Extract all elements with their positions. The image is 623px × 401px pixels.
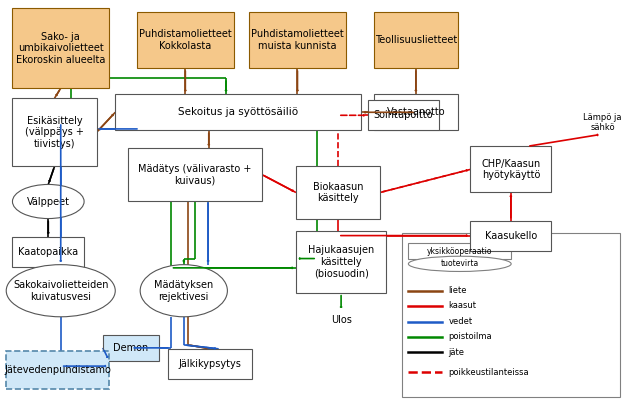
Text: Soihtupoltto: Soihtupoltto (374, 110, 433, 120)
Text: CHP/Kaasun
hyötykäyttö: CHP/Kaasun hyötykäyttö (481, 159, 541, 180)
Text: Ulos: Ulos (331, 315, 351, 325)
FancyBboxPatch shape (12, 98, 97, 166)
Text: Sekoitus ja syöttösäiliö: Sekoitus ja syöttösäiliö (178, 107, 298, 117)
Text: Lämpö ja
sähkö: Lämpö ja sähkö (583, 113, 622, 132)
Text: Biokaasun
käsittely: Biokaasun käsittely (313, 182, 363, 203)
FancyBboxPatch shape (296, 231, 386, 293)
FancyBboxPatch shape (137, 12, 234, 68)
Text: vedet: vedet (449, 317, 473, 326)
FancyBboxPatch shape (103, 335, 159, 361)
FancyBboxPatch shape (408, 243, 511, 259)
FancyBboxPatch shape (128, 148, 262, 200)
FancyBboxPatch shape (12, 8, 109, 88)
FancyBboxPatch shape (296, 166, 380, 219)
FancyBboxPatch shape (6, 351, 109, 389)
Text: jäte: jäte (449, 348, 465, 356)
FancyBboxPatch shape (470, 146, 551, 192)
FancyBboxPatch shape (402, 233, 620, 397)
Text: poikkeustilanteissa: poikkeustilanteissa (449, 368, 529, 377)
Text: Sakokaivolietteiden
kuivatusvesi: Sakokaivolietteiden kuivatusvesi (13, 280, 108, 302)
Text: Mädätys (välivarasto +
kuivaus): Mädätys (välivarasto + kuivaus) (138, 164, 251, 185)
FancyBboxPatch shape (249, 12, 346, 68)
Text: Kaatopaikka: Kaatopaikka (18, 247, 78, 257)
FancyBboxPatch shape (368, 100, 439, 130)
Text: Hajukaasujen
käsittely
(biosuodin): Hajukaasujen käsittely (biosuodin) (308, 245, 374, 278)
Text: Demon: Demon (113, 343, 148, 353)
Ellipse shape (6, 265, 115, 317)
Text: kaasut: kaasut (449, 302, 477, 310)
FancyBboxPatch shape (115, 94, 361, 130)
Text: Puhdistamolietteet
muista kunnista: Puhdistamolietteet muista kunnista (251, 29, 344, 51)
FancyBboxPatch shape (12, 237, 84, 267)
Text: tuotevirta: tuotevirta (440, 259, 479, 268)
FancyBboxPatch shape (168, 349, 252, 379)
FancyBboxPatch shape (374, 12, 458, 68)
Text: poistoilma: poistoilma (449, 332, 492, 341)
Text: Välppeet: Välppeet (27, 196, 70, 207)
Text: Kaasukello: Kaasukello (485, 231, 537, 241)
Ellipse shape (12, 184, 84, 219)
Text: Sako- ja
umbikaivolietteet
Ekoroskin alueelta: Sako- ja umbikaivolietteet Ekoroskin alu… (16, 32, 105, 65)
FancyBboxPatch shape (374, 94, 458, 130)
Text: Jätevedenpuhdistamo: Jätevedenpuhdistamo (4, 365, 111, 375)
Text: Mädätyksen
rejektivesi: Mädätyksen rejektivesi (154, 280, 214, 302)
Text: Puhdistamolietteet
Kokkolasta: Puhdistamolietteet Kokkolasta (139, 29, 232, 51)
Text: Jälkikypsytys: Jälkikypsytys (179, 359, 242, 369)
Text: yksikköoperaatio: yksikköoperaatio (427, 247, 493, 255)
FancyBboxPatch shape (470, 221, 551, 251)
Ellipse shape (409, 256, 511, 271)
Text: Esikäsittely
(välppäys +
tiivistys): Esikäsittely (välppäys + tiivistys) (25, 116, 84, 149)
Text: Vastaanotto: Vastaanotto (386, 107, 445, 117)
Text: liete: liete (449, 286, 467, 295)
Text: Teollisuuslietteet: Teollisuuslietteet (374, 35, 457, 45)
Ellipse shape (140, 265, 227, 317)
